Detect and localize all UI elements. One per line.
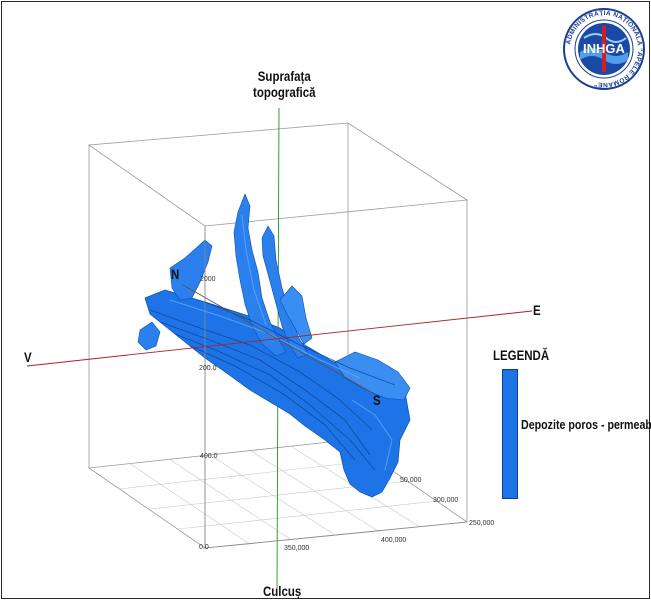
north-south-axis-line	[182, 284, 379, 397]
depth-tick-2: 200.0	[199, 365, 217, 372]
floor-grid	[118, 446, 438, 544]
south-label: S	[373, 392, 381, 408]
depth-tick-1: 2000	[200, 276, 216, 283]
top-surface-title: Suprafața topografică	[253, 68, 316, 100]
east-west-axis-line	[26, 310, 533, 367]
bottom-culcus-title: Culcuș	[263, 583, 302, 599]
top-surface-title-line2: topografică	[253, 84, 316, 100]
depth-tick-4: 0.0	[199, 544, 209, 551]
y-tick-1: 50,000	[400, 477, 422, 484]
x-tick-1: 350,000	[284, 545, 310, 552]
y-tick-2: 300,000	[433, 497, 459, 504]
legend-item-label: Depozite poros - permeabile	[521, 417, 651, 432]
north-label: N	[171, 266, 180, 282]
top-surface-title-line1: Suprafața	[257, 68, 311, 84]
x-tick-2: 400,000	[381, 537, 407, 544]
inhga-logo: ADMINISTRAȚIA NAȚIONALĂ "APELE ROMÂNE" I…	[563, 8, 645, 90]
bounding-box-front	[204, 226, 468, 549]
logo-center-text: INHGA	[583, 41, 626, 56]
legend-title: LEGENDĂ	[493, 347, 550, 363]
depth-tick-3: 400.0	[200, 453, 218, 460]
y-tick-3: 250,000	[469, 520, 495, 527]
west-label: V	[24, 349, 32, 365]
east-label: E	[533, 302, 541, 318]
legend-swatch-aquifer	[502, 369, 518, 499]
aquifer-body	[137, 193, 411, 498]
